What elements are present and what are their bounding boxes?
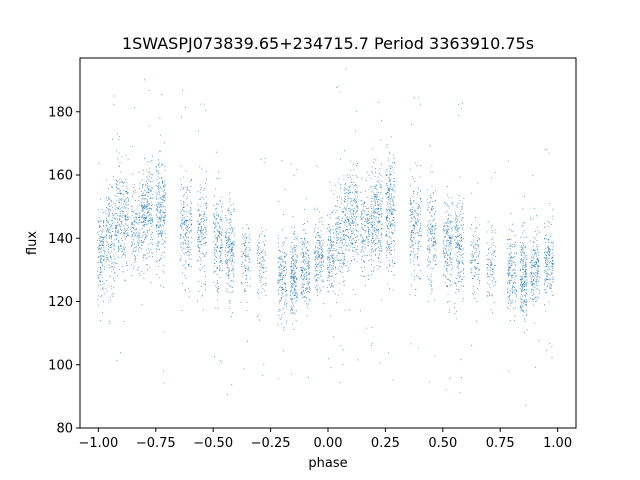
y-tick-label: 160 bbox=[48, 169, 73, 184]
y-tick-label: 120 bbox=[48, 295, 73, 310]
x-tick-label: −0.25 bbox=[251, 436, 291, 451]
y-axis: 80 100 120 140 160 180 bbox=[48, 105, 80, 437]
x-tick-label: 0.50 bbox=[428, 436, 457, 451]
x-tick-label: 1.00 bbox=[543, 436, 572, 451]
y-tick-label: 80 bbox=[56, 422, 73, 437]
x-tick-label: −1.00 bbox=[78, 436, 118, 451]
x-tick-label: 0.25 bbox=[371, 436, 400, 451]
x-tick-label: 0.00 bbox=[314, 436, 343, 451]
y-tick-label: 100 bbox=[48, 358, 73, 373]
scatter-points bbox=[97, 68, 554, 406]
y-axis-label: flux bbox=[25, 231, 40, 255]
x-axis: −1.00 −0.75 −0.50 −0.25 0.00 0.25 0.50 0.75 1.00 bbox=[78, 428, 572, 451]
x-axis-label: phase bbox=[308, 456, 347, 471]
chart-title: 1SWASPJ073839.65+234715.7 Period 3363910… bbox=[122, 34, 534, 53]
y-tick-label: 140 bbox=[48, 232, 73, 247]
x-tick-label: 0.75 bbox=[486, 436, 515, 451]
x-tick-label: −0.75 bbox=[136, 436, 176, 451]
data-points bbox=[97, 68, 554, 406]
y-tick-label: 180 bbox=[48, 105, 73, 120]
x-tick-label: −0.50 bbox=[193, 436, 233, 451]
